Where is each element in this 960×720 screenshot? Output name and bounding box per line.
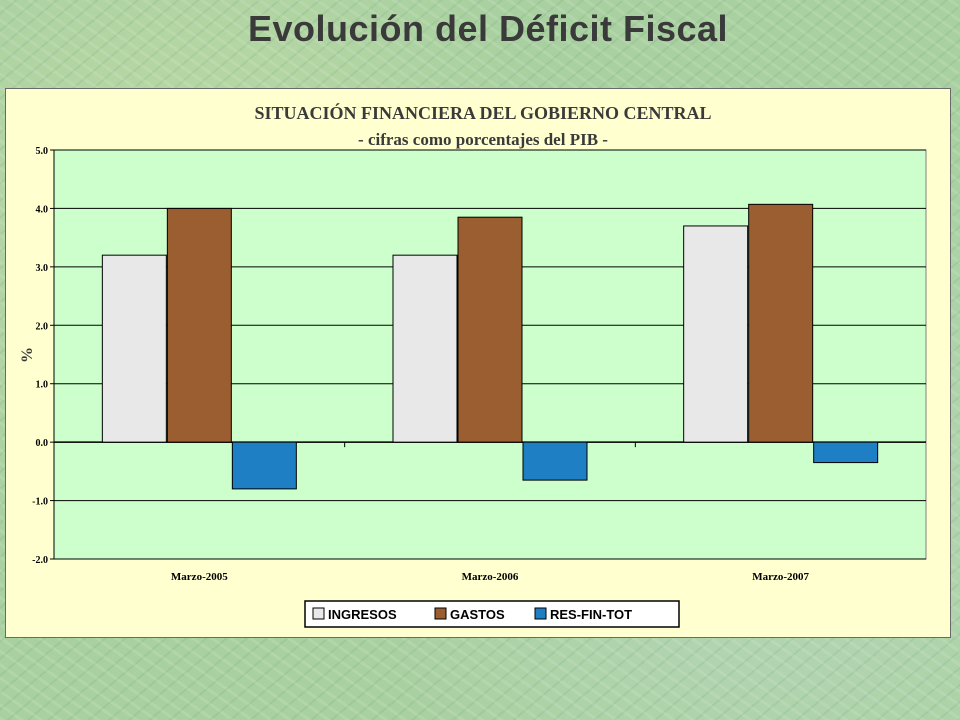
legend-box	[304, 600, 680, 628]
legend-label-ingresos: INGRESOS	[328, 607, 397, 622]
x-category-label: Marzo-2007	[752, 571, 809, 583]
x-category-label: Marzo-2005	[171, 571, 228, 583]
legend-label-gastos: GASTOS	[450, 607, 505, 622]
y-tick-label: 5.0	[36, 146, 49, 157]
bar-ingresos-2	[392, 254, 458, 443]
chart-title: SITUACIÓN FINANCIERA DEL GOBIERNO CENTRA…	[254, 102, 711, 123]
chart-subtitle: - cifras como porcentajes del PIB -	[358, 130, 608, 149]
x-category-label: Marzo-2006	[462, 571, 519, 583]
chart-frame: SITUACIÓN FINANCIERA DEL GOBIERNO CENTRA…	[5, 88, 951, 638]
y-tick-label: 2.0	[36, 321, 49, 332]
bar-gastos-2	[457, 216, 523, 443]
y-axis-label: %	[19, 347, 36, 363]
y-tick-label: 1.0	[36, 380, 49, 391]
y-tick-label: 0.0	[36, 438, 49, 449]
legend-swatch-ingresos	[312, 607, 325, 620]
legend-swatch-res-fin-tot	[534, 607, 547, 620]
bar-res-fin-tot-2	[522, 441, 588, 481]
legend-label-res-fin-tot: RES-FIN-TOT	[550, 607, 632, 622]
bar-res-fin-tot-1	[231, 441, 297, 490]
bar-ingresos-3	[683, 225, 749, 443]
slide-title: Evolución del Déficit Fiscal	[247, 8, 729, 49]
bar-gastos-3	[748, 203, 814, 443]
legend: INGRESOS GASTOS RES-FIN-TOT	[304, 600, 680, 628]
y-tick-label: -2.0	[32, 555, 48, 566]
y-tick-label: 4.0	[36, 204, 49, 215]
y-tick-label: -1.0	[32, 497, 48, 508]
bar-chart: SITUACIÓN FINANCIERA DEL GOBIERNO CENTRA…	[19, 102, 927, 628]
legend-swatch-gastos	[434, 607, 447, 620]
y-tick-label: 3.0	[36, 263, 49, 274]
plot-area: 5.0 4.0 3.0 2.0 1.0 0.0 -1.0 -2.0 Marzo-2005 Marz…	[32, 146, 927, 583]
bar-ingresos-1	[101, 254, 167, 443]
bar-gastos-1	[166, 207, 232, 443]
bar-res-fin-tot-3	[813, 441, 879, 464]
